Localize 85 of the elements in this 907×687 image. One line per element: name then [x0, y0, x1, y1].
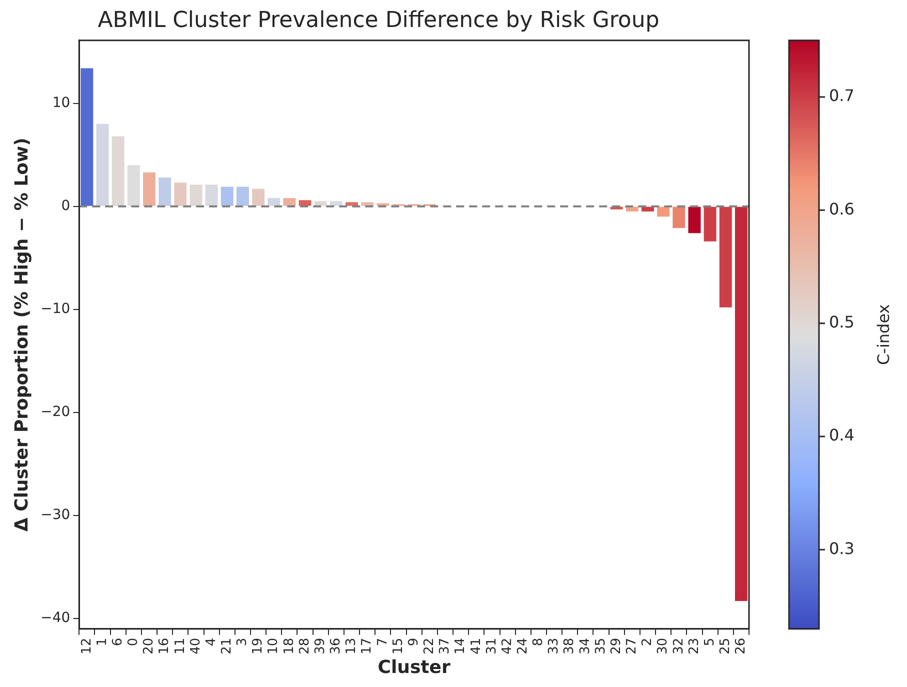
x-tick-label: 1 — [94, 638, 110, 646]
x-tick-label: 3 — [235, 638, 250, 646]
bar — [626, 206, 638, 212]
bar — [361, 202, 374, 206]
y-tick-label: −40 — [40, 610, 70, 626]
x-tick-label: 29 — [608, 638, 624, 654]
color-bar-label: 0.7 — [829, 86, 854, 106]
x-tick-label: 28 — [297, 638, 312, 654]
x-tick-label: 32 — [671, 638, 686, 654]
x-tick-label: 34 — [578, 638, 593, 654]
color-bar-label: 0.3 — [829, 538, 854, 558]
bar — [96, 124, 109, 206]
color-bar-label: 0.5 — [829, 312, 854, 332]
x-tick-label: 4 — [204, 638, 219, 646]
y-axis-title: Δ Cluster Proportion (% High − % Low) — [11, 138, 32, 532]
bar — [642, 206, 654, 212]
x-tick-label: 31 — [484, 638, 500, 654]
y-tick-label: 0 — [61, 198, 70, 214]
x-axis-title: Cluster — [378, 656, 450, 678]
x-tick-label: 10 — [266, 638, 282, 654]
bar — [346, 202, 358, 206]
bar — [688, 206, 701, 234]
color-bar-title: C-index — [874, 304, 894, 365]
x-tick-label: 11 — [172, 638, 188, 654]
x-tick-label: 37 — [438, 638, 453, 654]
x-tick-label: 19 — [250, 638, 266, 654]
bar — [112, 136, 124, 206]
bar — [657, 206, 670, 217]
y-tick-label: −10 — [40, 301, 70, 318]
x-tick-label: 30 — [656, 638, 671, 654]
bar — [704, 206, 716, 242]
x-tick-label: 7 — [375, 638, 390, 646]
bar — [143, 172, 156, 206]
bar — [220, 186, 234, 206]
bar — [205, 184, 218, 206]
bar — [734, 206, 748, 602]
bar — [158, 177, 172, 206]
x-tick-label: 26 — [734, 638, 749, 654]
x-tick-label: 21 — [220, 638, 235, 654]
x-tick-label: 8 — [531, 638, 546, 646]
chart-title: ABMIL Cluster Prevalence Difference by Risk Group — [98, 8, 660, 33]
bar — [283, 198, 296, 206]
bar — [190, 184, 202, 206]
bar — [298, 200, 312, 206]
bar — [719, 206, 732, 308]
x-tick-label: 9 — [406, 638, 422, 646]
bar — [314, 201, 327, 206]
y-tick-label: −30 — [40, 507, 70, 524]
color-bar-label: 0.4 — [829, 426, 854, 445]
bar — [252, 188, 265, 206]
y-tick-label: 10 — [52, 94, 70, 111]
x-tick-label: 22 — [422, 638, 438, 654]
x-tick-label: 23 — [686, 638, 702, 654]
x-tick-label: 27 — [624, 638, 640, 654]
x-tick-label: 33 — [546, 638, 562, 654]
bar — [236, 186, 249, 206]
x-tick-label: 39 — [312, 638, 328, 654]
x-tick-label: 41 — [468, 638, 484, 654]
x-tick-label: 2 — [640, 638, 656, 646]
x-tick-label: 6 — [110, 638, 126, 646]
bar — [330, 201, 342, 206]
y-tick-label: −20 — [40, 404, 70, 420]
x-tick-label: 14 — [453, 638, 468, 654]
x-tick-label: 24 — [515, 638, 530, 654]
x-tick-label: 20 — [142, 638, 157, 654]
bar — [174, 182, 187, 206]
x-tick-label: 35 — [593, 638, 608, 654]
x-tick-label: 17 — [360, 638, 375, 654]
x-tick-label: 42 — [500, 638, 515, 654]
bar — [80, 68, 94, 206]
x-tick-label: 5 — [702, 638, 718, 646]
bar — [127, 165, 140, 206]
x-tick-label: 38 — [562, 638, 578, 654]
x-tick-label: 12 — [79, 638, 94, 654]
x-tick-label: 36 — [328, 638, 344, 654]
x-tick-label: 0 — [126, 638, 142, 646]
x-tick-label: 16 — [157, 638, 172, 654]
x-tick-label: 18 — [282, 638, 297, 654]
bar — [672, 206, 686, 228]
x-tick-label: 15 — [390, 638, 406, 654]
bar — [268, 198, 280, 206]
x-tick-label: 40 — [188, 638, 204, 654]
x-tick-label: 25 — [718, 638, 734, 654]
x-tick-label: 13 — [344, 638, 360, 654]
color-bar-label: 0.6 — [829, 199, 854, 218]
